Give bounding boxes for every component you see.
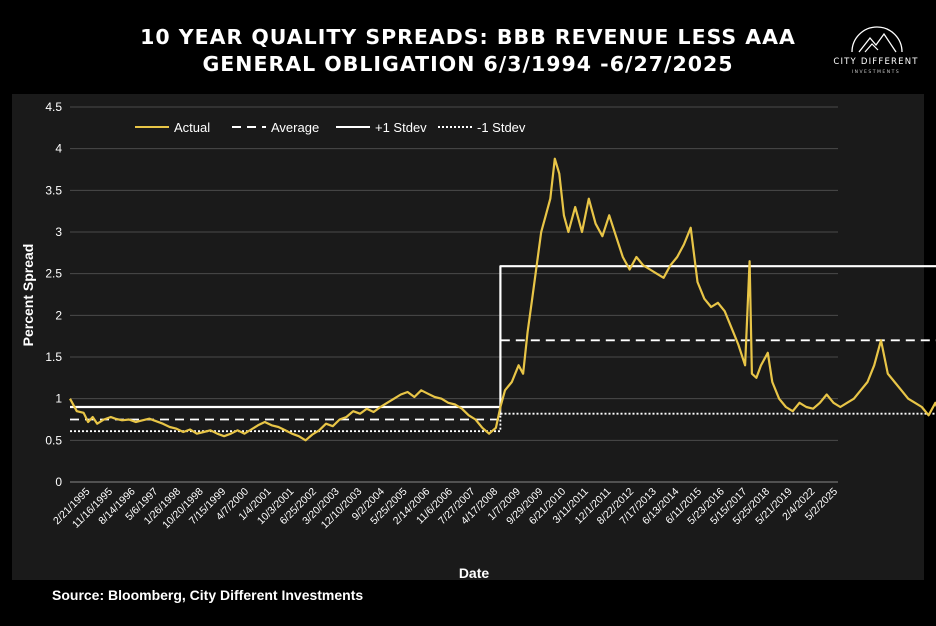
- y-tick-label: 1.5: [45, 350, 62, 364]
- mountain-logo-icon: [851, 26, 903, 53]
- legend-label: -1 Stdev: [477, 120, 526, 135]
- x-axis-title: Date: [459, 565, 490, 581]
- y-tick-label: 1: [55, 392, 62, 406]
- y-axis-title: Percent Spread: [20, 244, 36, 347]
- y-tick-label: 2: [55, 308, 62, 322]
- y-tick-label: 0.5: [45, 433, 62, 447]
- y-tick-label: 3.5: [45, 183, 62, 197]
- logo-subtitle: INVESTMENTS: [851, 70, 901, 75]
- legend-label: Average: [271, 120, 319, 135]
- legend-label: Actual: [174, 120, 210, 135]
- y-tick-label: 4.5: [45, 100, 62, 114]
- logo-name: CITY DIFFERENT: [833, 57, 919, 67]
- y-tick-label: 3: [55, 225, 62, 239]
- title-line-2: GENERAL OBLIGATION 6/3/1994 -6/27/2025: [202, 52, 734, 76]
- y-tick-label: 0: [55, 475, 62, 489]
- title-line-1: 10 YEAR QUALITY SPREADS: BBB REVENUE LES…: [140, 25, 796, 49]
- chart-background: [12, 94, 924, 580]
- legend-label: +1 Stdev: [375, 120, 427, 135]
- series-actual-line: [69, 157, 936, 442]
- series-1-stdev-line: [70, 265, 936, 409]
- chart-title: 10 YEAR QUALITY SPREADS: BBB REVENUE LES…: [0, 24, 936, 78]
- y-tick-label: 4: [55, 142, 62, 156]
- source-note: Source: Bloomberg, City Different Invest…: [52, 587, 364, 603]
- series-1-stdev-line: [70, 412, 936, 433]
- y-tick-label: 2.5: [45, 267, 62, 281]
